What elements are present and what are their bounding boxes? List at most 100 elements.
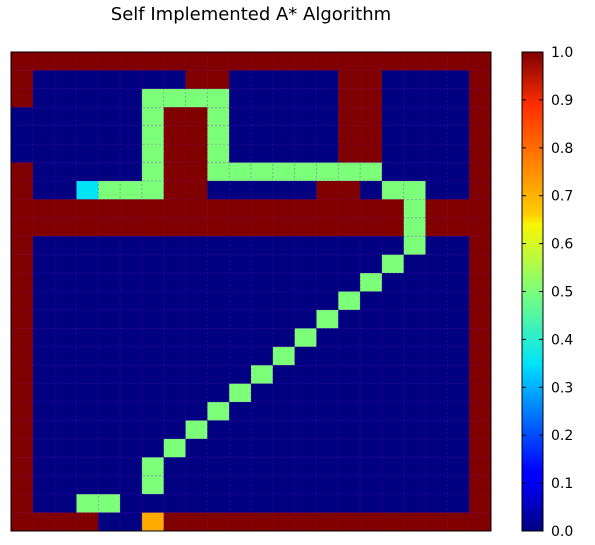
heatmap-cell [229,438,252,458]
heatmap-cell [251,328,274,348]
heatmap-cell [185,52,208,71]
heatmap-cell [163,512,187,532]
heatmap-cell [403,107,427,127]
heatmap-cell [272,144,296,164]
heatmap-cell [360,402,383,421]
heatmap-cell [447,346,470,366]
heatmap-cell [11,328,34,348]
heatmap-cell [338,383,361,403]
heatmap-cell [76,52,99,71]
heatmap-cell [76,162,99,182]
heatmap-cell [11,309,34,329]
heatmap-cell [469,438,492,458]
heatmap-cell [447,217,470,237]
heatmap-cell [163,217,187,237]
heatmap-cell [403,144,427,164]
heatmap-cell [272,199,296,219]
heatmap-cell [207,457,230,477]
heatmap-cell [316,88,339,108]
heatmap-cell [229,475,252,495]
heatmap-cell [360,107,383,127]
heatmap-cell [316,512,339,532]
heatmap-cell [120,475,143,495]
heatmap-cell [76,309,99,329]
heatmap-cell [98,365,121,385]
heatmap-cell [425,236,448,256]
heatmap-cell [316,309,339,329]
heatmap-cell [338,199,361,219]
heatmap-cell [185,199,208,219]
heatmap-cell [338,512,361,532]
heatmap-cell [360,144,383,164]
heatmap-cell [294,180,317,200]
heatmap-cell [447,254,470,274]
heatmap-cell [32,346,56,366]
heatmap-cell [207,162,230,182]
heatmap-cell [163,291,187,311]
heatmap-cell [381,88,405,108]
heatmap-cell [360,162,383,182]
heatmap-cell [54,365,77,385]
heatmap-cell [272,512,296,532]
heatmap-cell [207,402,230,421]
heatmap-cell [425,88,448,108]
heatmap-cell [251,346,274,366]
heatmap-cell [207,365,230,385]
heatmap-cell [76,438,99,458]
heatmap-cell [425,52,448,71]
heatmap-cell [229,365,252,385]
heatmap-cell [32,309,56,329]
heatmap-cell [447,512,470,532]
heatmap-cell [207,383,230,403]
heatmap-cell [469,494,492,514]
heatmap-cell [98,438,121,458]
heatmap-cell [316,217,339,237]
heatmap-cell [316,180,339,200]
heatmap-cell [316,438,339,458]
heatmap-cell [316,236,339,256]
heatmap-cell [447,107,470,127]
heatmap-cell [272,420,296,440]
heatmap-cell [76,512,99,532]
heatmap-cell [316,328,339,348]
heatmap-cell [316,475,339,495]
heatmap-cell [185,383,208,403]
colorbar-tick-label: 0.4 [551,332,573,348]
heatmap-cell [381,420,405,440]
heatmap-cell [229,107,252,127]
heatmap-cell [425,217,448,237]
heatmap-cell [403,438,427,458]
heatmap-cell [272,438,296,458]
heatmap-cell [98,494,121,514]
heatmap-cell [141,383,165,403]
heatmap-cell [11,199,34,219]
heatmap-cell [403,365,427,385]
heatmap-cell [185,180,208,200]
heatmap-cell [54,457,77,477]
heatmap-cell [120,52,143,71]
heatmap-cell [425,70,448,90]
heatmap-cell [338,309,361,329]
heatmap-cell [54,236,77,256]
heatmap-cell [360,475,383,495]
heatmap-cell [141,236,165,256]
heatmap-cell [229,88,252,108]
heatmap-cell [469,457,492,477]
heatmap-cell [120,217,143,237]
heatmap-cell [338,144,361,164]
heatmap-cell [163,88,187,108]
heatmap-cell [338,273,361,292]
heatmap-cell [120,346,143,366]
heatmap-cell [272,254,296,274]
heatmap-cell [316,494,339,514]
heatmap-cell [272,383,296,403]
heatmap-cell [338,52,361,71]
heatmap-cell [32,291,56,311]
heatmap-cell [54,88,77,108]
heatmap-cell [360,438,383,458]
heatmap-cell [403,328,427,348]
heatmap-cell [141,512,165,532]
heatmap-cell [316,346,339,366]
heatmap-cell [360,328,383,348]
heatmap-cell [32,125,56,145]
